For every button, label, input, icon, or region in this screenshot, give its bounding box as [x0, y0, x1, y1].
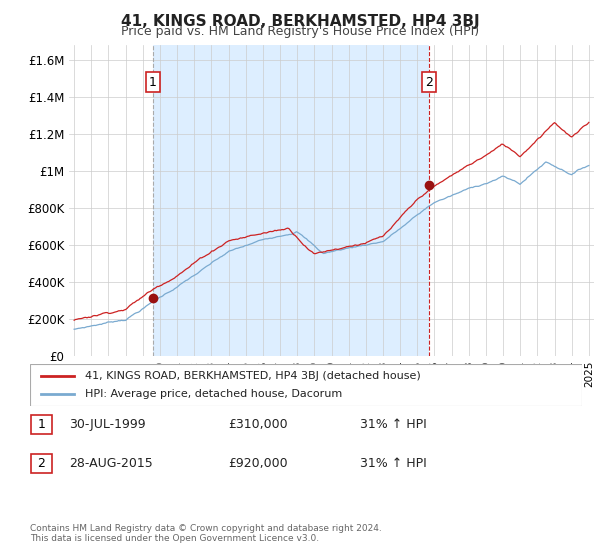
Text: 41, KINGS ROAD, BERKHAMSTED, HP4 3BJ (detached house): 41, KINGS ROAD, BERKHAMSTED, HP4 3BJ (de…: [85, 371, 421, 381]
Text: 30-JUL-1999: 30-JUL-1999: [69, 418, 146, 431]
Text: 41, KINGS ROAD, BERKHAMSTED, HP4 3BJ: 41, KINGS ROAD, BERKHAMSTED, HP4 3BJ: [121, 14, 479, 29]
Text: £920,000: £920,000: [228, 457, 287, 470]
Text: 2: 2: [425, 76, 433, 88]
Text: £310,000: £310,000: [228, 418, 287, 431]
Text: 1: 1: [37, 418, 46, 431]
Text: 2: 2: [37, 457, 46, 470]
Text: 31% ↑ HPI: 31% ↑ HPI: [360, 418, 427, 431]
Text: 28-AUG-2015: 28-AUG-2015: [69, 457, 153, 470]
Text: Price paid vs. HM Land Registry's House Price Index (HPI): Price paid vs. HM Land Registry's House …: [121, 25, 479, 38]
FancyBboxPatch shape: [30, 364, 582, 406]
Text: HPI: Average price, detached house, Dacorum: HPI: Average price, detached house, Daco…: [85, 389, 343, 399]
Text: 31% ↑ HPI: 31% ↑ HPI: [360, 457, 427, 470]
Bar: [153, 45, 428, 356]
Text: 1: 1: [149, 76, 157, 88]
Text: Contains HM Land Registry data © Crown copyright and database right 2024.
This d: Contains HM Land Registry data © Crown c…: [30, 524, 382, 543]
